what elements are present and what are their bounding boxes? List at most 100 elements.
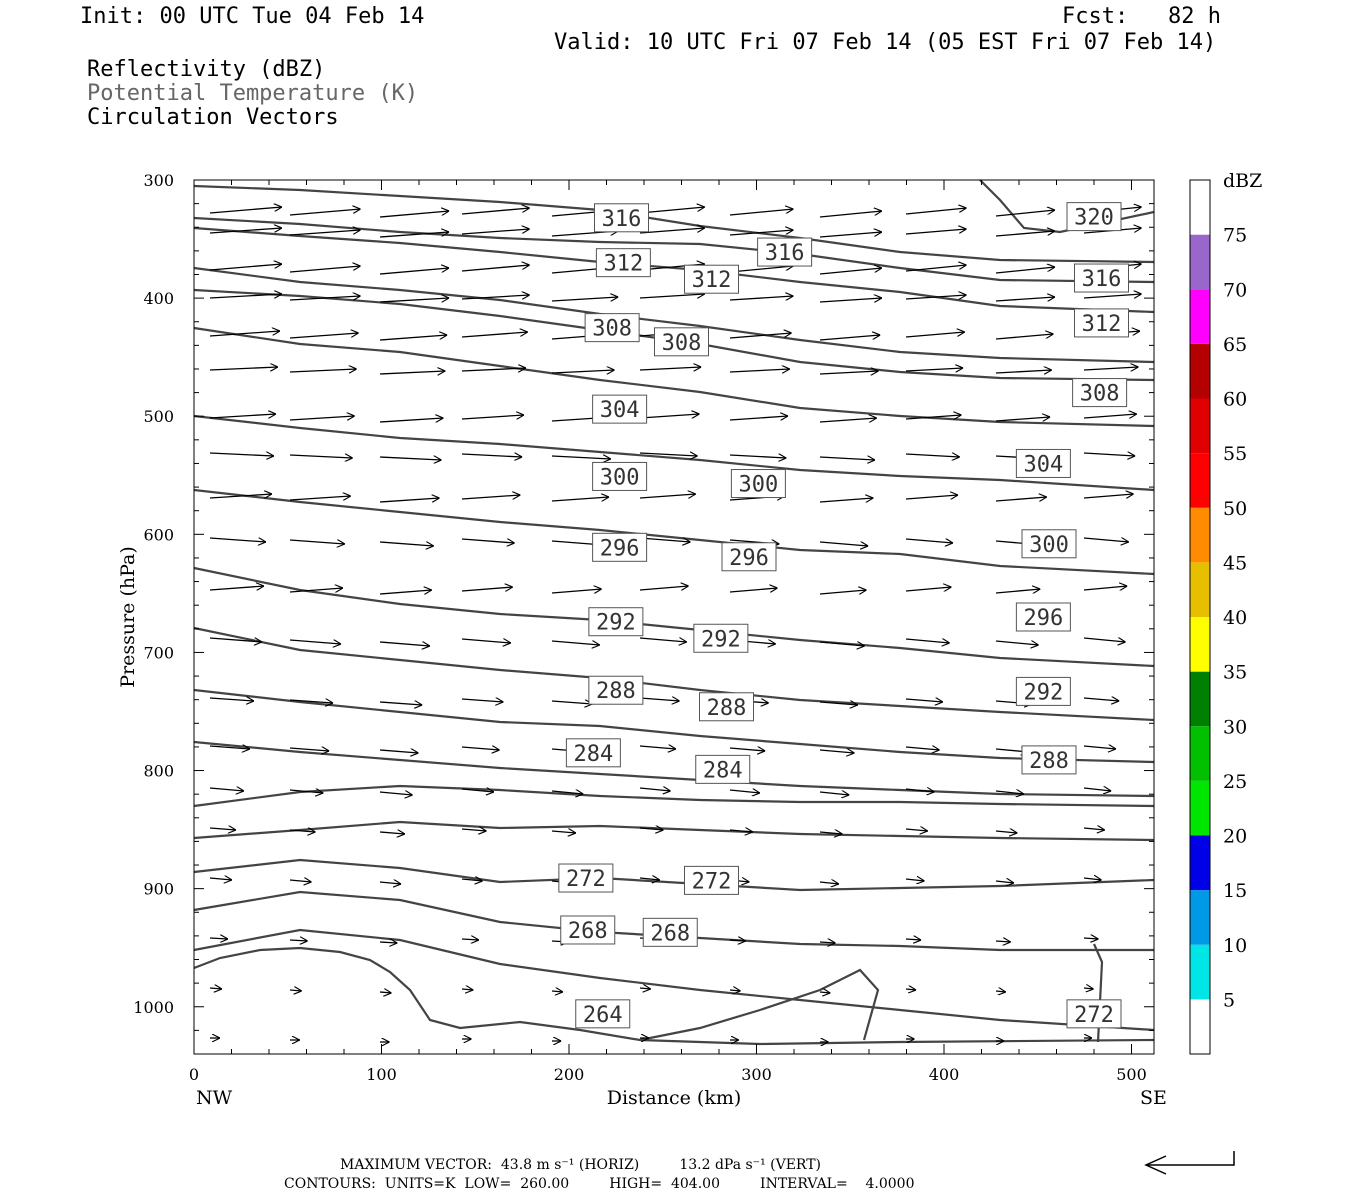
vector-arrow	[289, 830, 315, 832]
contour-label-text: 264	[583, 1003, 623, 1028]
vector-arrow	[461, 229, 530, 235]
contour-label: 304	[592, 394, 648, 424]
vector-arrow	[905, 495, 958, 500]
contour-label-text: 292	[1024, 680, 1064, 705]
colorbar-segment	[1190, 890, 1210, 945]
vector-arrow	[289, 940, 308, 941]
vector-arrow	[905, 454, 960, 457]
contour-label: 312	[595, 248, 651, 278]
vector-arrow	[289, 209, 361, 216]
vector-arrow	[995, 267, 1055, 274]
vector-arrow	[209, 746, 250, 749]
vector-arrow	[1083, 746, 1116, 749]
colorbar-segment	[1190, 398, 1210, 454]
vector-arrow	[379, 457, 441, 460]
vector-arrow	[461, 879, 483, 881]
contour-label-box	[695, 754, 751, 784]
vector-arrow	[461, 939, 479, 940]
contour-label: 288	[1021, 745, 1077, 775]
terrain-contour	[193, 946, 1155, 1046]
vector-arrow	[209, 294, 282, 299]
endpoint-label-nw: NW	[196, 1087, 233, 1109]
colorbar-tick-label: 15	[1223, 880, 1247, 902]
contour-label-text: 296	[1024, 606, 1064, 631]
vector-arrow	[461, 989, 473, 990]
vector-arrow	[905, 829, 928, 831]
vector-arrow	[639, 537, 690, 542]
contour-label-text: 316	[765, 241, 805, 266]
contour-label: 296	[1015, 602, 1071, 632]
y-tick-label: 900	[143, 880, 174, 899]
contour-label-text: 296	[729, 546, 769, 571]
contour-label: 308	[584, 313, 640, 343]
contour-label-text: 288	[707, 696, 747, 721]
vector-arrow	[819, 498, 873, 503]
vector-arrow	[209, 331, 280, 337]
contour-label-text: 304	[1024, 452, 1064, 477]
vector-arrow	[289, 455, 353, 458]
vector-arrow	[819, 457, 875, 460]
vector-arrow	[819, 211, 882, 218]
contour-label-box	[560, 915, 616, 945]
isentrope-line	[193, 820, 1155, 842]
vector-arrow	[461, 368, 526, 371]
vector-arrow	[905, 747, 940, 750]
contour-label-text: 312	[604, 252, 644, 277]
vector-arrow	[639, 698, 680, 701]
vector-arrow	[209, 698, 254, 701]
vector-arrow	[639, 988, 651, 989]
colorbar-tick-label: 25	[1223, 771, 1247, 793]
isentrope-line	[193, 928, 1155, 1032]
isentrope-line	[193, 688, 1155, 764]
colorbar-segment	[1190, 835, 1210, 891]
vector-arrow	[289, 266, 361, 273]
vector-arrow	[289, 230, 361, 236]
contour-label: 272	[684, 865, 739, 895]
vector-arrow	[729, 230, 793, 236]
vector-arrow	[995, 791, 1024, 794]
contour-label-box	[595, 248, 651, 278]
contour-label-box	[721, 542, 777, 572]
colorbar-segment	[1190, 289, 1210, 344]
contour-label-text: 272	[566, 867, 606, 892]
vector-arrow	[1083, 938, 1098, 939]
contour-label-box	[1021, 745, 1077, 775]
vector-arrow	[639, 788, 671, 791]
contour-label: 292	[588, 607, 644, 637]
vector-arrow	[905, 699, 943, 702]
vector-arrow	[379, 792, 413, 795]
vector-arrow	[551, 456, 611, 459]
vector-arrow	[209, 938, 228, 939]
vector-arrow	[905, 368, 963, 371]
theta-contours	[193, 179, 1155, 1046]
vector-arrow	[209, 453, 274, 456]
contour-label: 316	[594, 203, 649, 233]
vector-arrow	[905, 939, 921, 940]
vector-arrow	[995, 497, 1047, 502]
vector-arrow	[819, 750, 854, 753]
contour-label-text: 296	[600, 536, 640, 561]
vector-arrow	[995, 334, 1053, 340]
vector-arrow	[209, 264, 282, 271]
vector-arrow	[461, 789, 494, 792]
contour-label: 288	[588, 675, 644, 705]
contour-label: 272	[558, 863, 614, 893]
vector-arrow	[729, 990, 741, 991]
isentrope-line	[193, 266, 1155, 364]
vector-arrow	[379, 942, 397, 943]
vector-arrow	[379, 371, 445, 374]
vector-arrow	[209, 494, 272, 499]
vector-arrow	[729, 455, 786, 458]
vector-arrow	[995, 210, 1055, 217]
vector-arrow	[461, 454, 522, 457]
contour-label-box	[642, 917, 698, 947]
x-tick-label: 400	[929, 1065, 960, 1084]
vector-arrow	[729, 416, 788, 421]
vector-arrow	[819, 590, 866, 594]
circulation-vectors	[209, 207, 1142, 1042]
vector-arrow	[1083, 698, 1119, 701]
contour-label-text: 292	[701, 627, 741, 652]
vector-arrow	[461, 332, 528, 338]
y-tick-label: 500	[143, 407, 174, 426]
contour-label-text: 308	[662, 331, 702, 356]
